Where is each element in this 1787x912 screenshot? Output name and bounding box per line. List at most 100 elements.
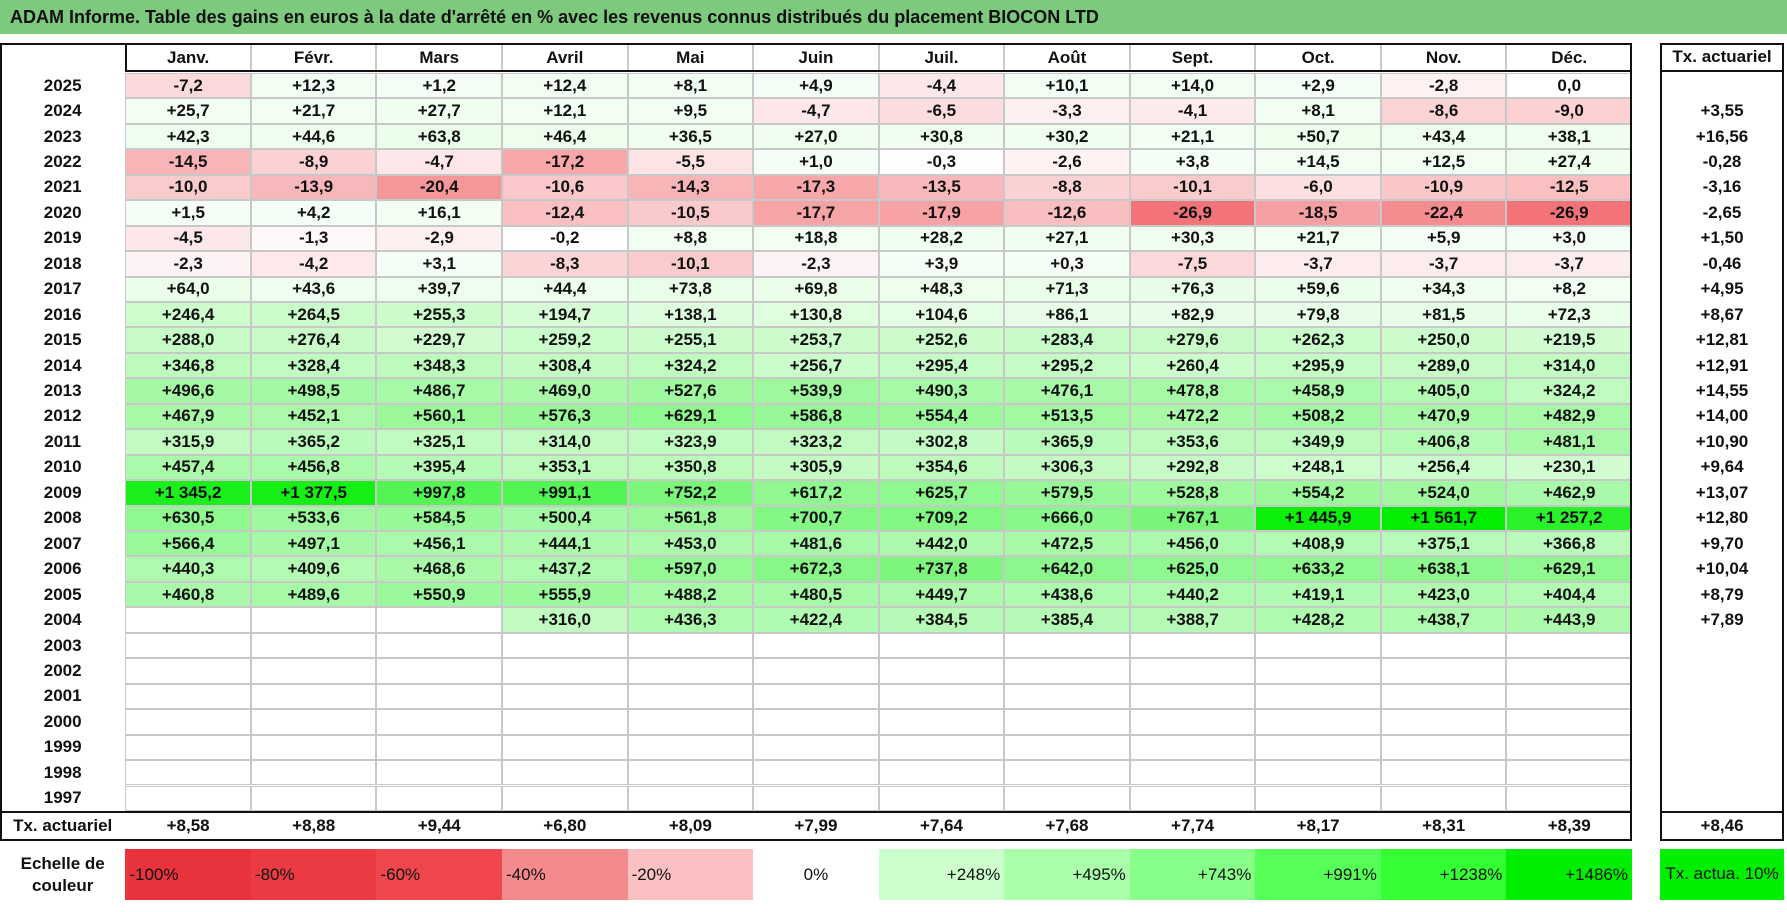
footer-label: Tx. actuariel (13, 815, 113, 835)
value-cell (1004, 632, 1130, 659)
value-cell (753, 734, 879, 761)
value-cell: +1 345,2 (125, 480, 251, 506)
legend-tx: Tx. actua. 10% (1660, 849, 1784, 901)
value-cell: +3,9 (878, 251, 1005, 277)
row-year: 2001 (43, 686, 82, 706)
legend-step: +1238% (1380, 849, 1507, 901)
value-cell: -2,3 (125, 251, 251, 277)
value-cell: +323,9 (627, 429, 754, 455)
value-cell: +308,4 (502, 352, 628, 379)
value-cell: +259,2 (502, 327, 628, 353)
row-year: 2002 (43, 660, 82, 680)
value-cell (1506, 785, 1632, 811)
value-cell: -22,4 (1380, 200, 1507, 226)
value-cell (502, 734, 628, 761)
value-cell: +255,1 (627, 327, 754, 353)
value-cell: +1 257,2 (1506, 505, 1632, 531)
value-cell: -12,5 (1506, 174, 1632, 201)
value-cell: +27,1 (1004, 225, 1130, 252)
value-cell: +991,1 (502, 480, 628, 506)
value-cell: +642,0 (1004, 556, 1130, 582)
value-cell: +276,4 (250, 327, 377, 353)
value-cell: +554,4 (878, 403, 1005, 430)
value-cell: +629,1 (1506, 556, 1632, 582)
value-cell: +328,4 (250, 352, 377, 379)
value-cell: +16,1 (376, 200, 503, 226)
value-cell: -4,1 (1129, 98, 1256, 124)
value-cell: -7,5 (1129, 251, 1256, 277)
value-cell: +625,0 (1129, 556, 1256, 582)
value-cell: +666,0 (1004, 505, 1130, 531)
value-cell: +700,7 (753, 505, 879, 531)
row-year: 1998 (43, 762, 82, 782)
value-cell: +456,1 (376, 531, 503, 557)
value-cell (878, 760, 1005, 786)
value-cell (627, 760, 754, 786)
tx-cell: +12,91 (1695, 355, 1749, 375)
value-cell: +346,8 (125, 352, 251, 379)
value-cell (1506, 709, 1632, 735)
value-cell: +39,7 (376, 276, 503, 302)
value-cell: +481,1 (1506, 429, 1632, 455)
value-cell (125, 709, 251, 735)
value-cell: +295,4 (878, 352, 1005, 379)
value-cell: +306,3 (1004, 454, 1130, 481)
value-cell: -6,0 (1255, 174, 1381, 201)
value-cell: +36,5 (627, 123, 754, 150)
value-cell: +12,5 (1380, 149, 1507, 175)
value-cell (502, 683, 628, 710)
value-cell: +260,4 (1129, 352, 1256, 379)
value-cell: +457,4 (125, 454, 251, 481)
value-cell: +315,9 (125, 429, 251, 455)
value-cell: +314,0 (502, 429, 628, 455)
value-cell: +550,9 (376, 581, 503, 608)
value-cell: -8,6 (1380, 98, 1507, 124)
footer-cell: +7,64 (919, 815, 963, 835)
value-cell: +1 377,5 (250, 480, 377, 506)
value-cell: +579,5 (1004, 480, 1130, 506)
value-cell: +528,8 (1129, 480, 1256, 506)
value-cell (1380, 683, 1507, 710)
value-cell (1129, 683, 1256, 710)
legend-step: +743% (1129, 849, 1256, 901)
row-year: 2012 (43, 406, 82, 426)
value-cell (627, 683, 754, 710)
value-cell (1506, 760, 1632, 786)
value-cell: +709,2 (878, 505, 1005, 531)
column-header: Févr. (250, 43, 377, 72)
value-cell: +422,4 (753, 607, 879, 633)
row-year: 2023 (43, 126, 82, 146)
tx-cell (1660, 633, 1783, 658)
value-cell: +5,9 (1380, 225, 1507, 252)
value-cell: -4,5 (125, 225, 251, 252)
value-cell: +409,6 (250, 556, 377, 582)
value-cell (502, 632, 628, 659)
value-cell: +385,4 (1004, 607, 1130, 633)
value-cell: +1,5 (125, 200, 251, 226)
value-cell: +672,3 (753, 556, 879, 582)
value-cell: +104,6 (878, 301, 1005, 328)
value-cell: +467,9 (125, 403, 251, 430)
row-year: 2006 (43, 559, 82, 579)
value-cell (250, 683, 377, 710)
value-cell: +630,5 (125, 505, 251, 531)
value-cell (878, 709, 1005, 735)
value-cell: +365,2 (250, 429, 377, 455)
value-cell: +388,7 (1129, 607, 1256, 633)
row-year: 2000 (43, 711, 82, 731)
value-cell: +194,7 (502, 301, 628, 328)
tx-cell: -0,46 (1702, 253, 1742, 273)
value-cell: +21,1 (1129, 123, 1256, 150)
value-cell (376, 632, 503, 659)
value-cell: +79,8 (1255, 301, 1381, 328)
value-cell (1380, 632, 1507, 659)
footer-cell: +8,17 (1296, 815, 1340, 835)
value-cell: +63,8 (376, 123, 503, 150)
tx-cell (1660, 786, 1783, 811)
value-cell: +513,5 (1004, 403, 1130, 430)
value-cell: +1 561,7 (1380, 505, 1507, 531)
tx-cell: -0,28 (1702, 152, 1742, 171)
value-cell: +3,1 (376, 251, 503, 277)
value-cell: +27,7 (376, 98, 503, 124)
value-cell (753, 785, 879, 811)
